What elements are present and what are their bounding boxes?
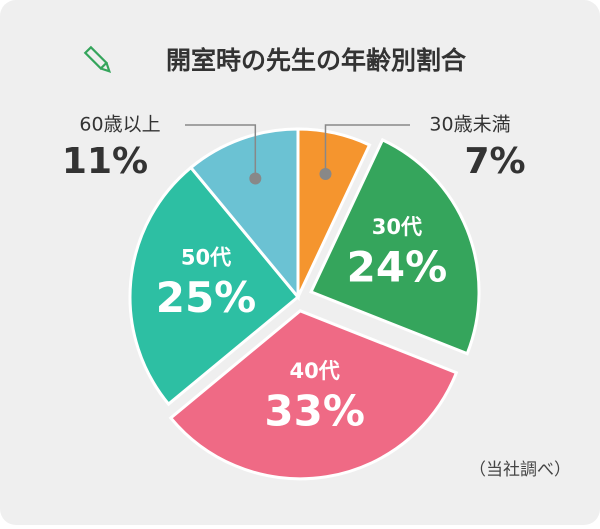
pencil-icon	[83, 45, 112, 74]
slice-value-label: 33%	[264, 387, 365, 436]
slice-value-label: 7%	[464, 141, 525, 182]
source-note: （当社調べ）	[469, 460, 571, 480]
leader-dot	[249, 172, 262, 185]
slice-category: 30歳未満	[429, 114, 510, 136]
pie-slice	[308, 137, 481, 356]
leader-line	[185, 124, 257, 179]
slice-category: 50代	[181, 245, 231, 269]
slice-category: 60歳以上	[79, 114, 160, 136]
leader-line	[324, 124, 410, 175]
pie-slice	[188, 127, 300, 302]
slice-value-label: 24%	[347, 242, 448, 291]
pie-slice	[128, 165, 301, 407]
slice-value-label: 11%	[62, 141, 148, 182]
chart-title: 開室時の先生の年齢別割合	[166, 46, 467, 75]
leader-dot	[319, 168, 332, 181]
slice-value-label: 25%	[156, 273, 257, 322]
slice-category: 30代	[372, 215, 422, 239]
slice-category: 40代	[290, 359, 340, 383]
pie-slice	[168, 309, 459, 481]
